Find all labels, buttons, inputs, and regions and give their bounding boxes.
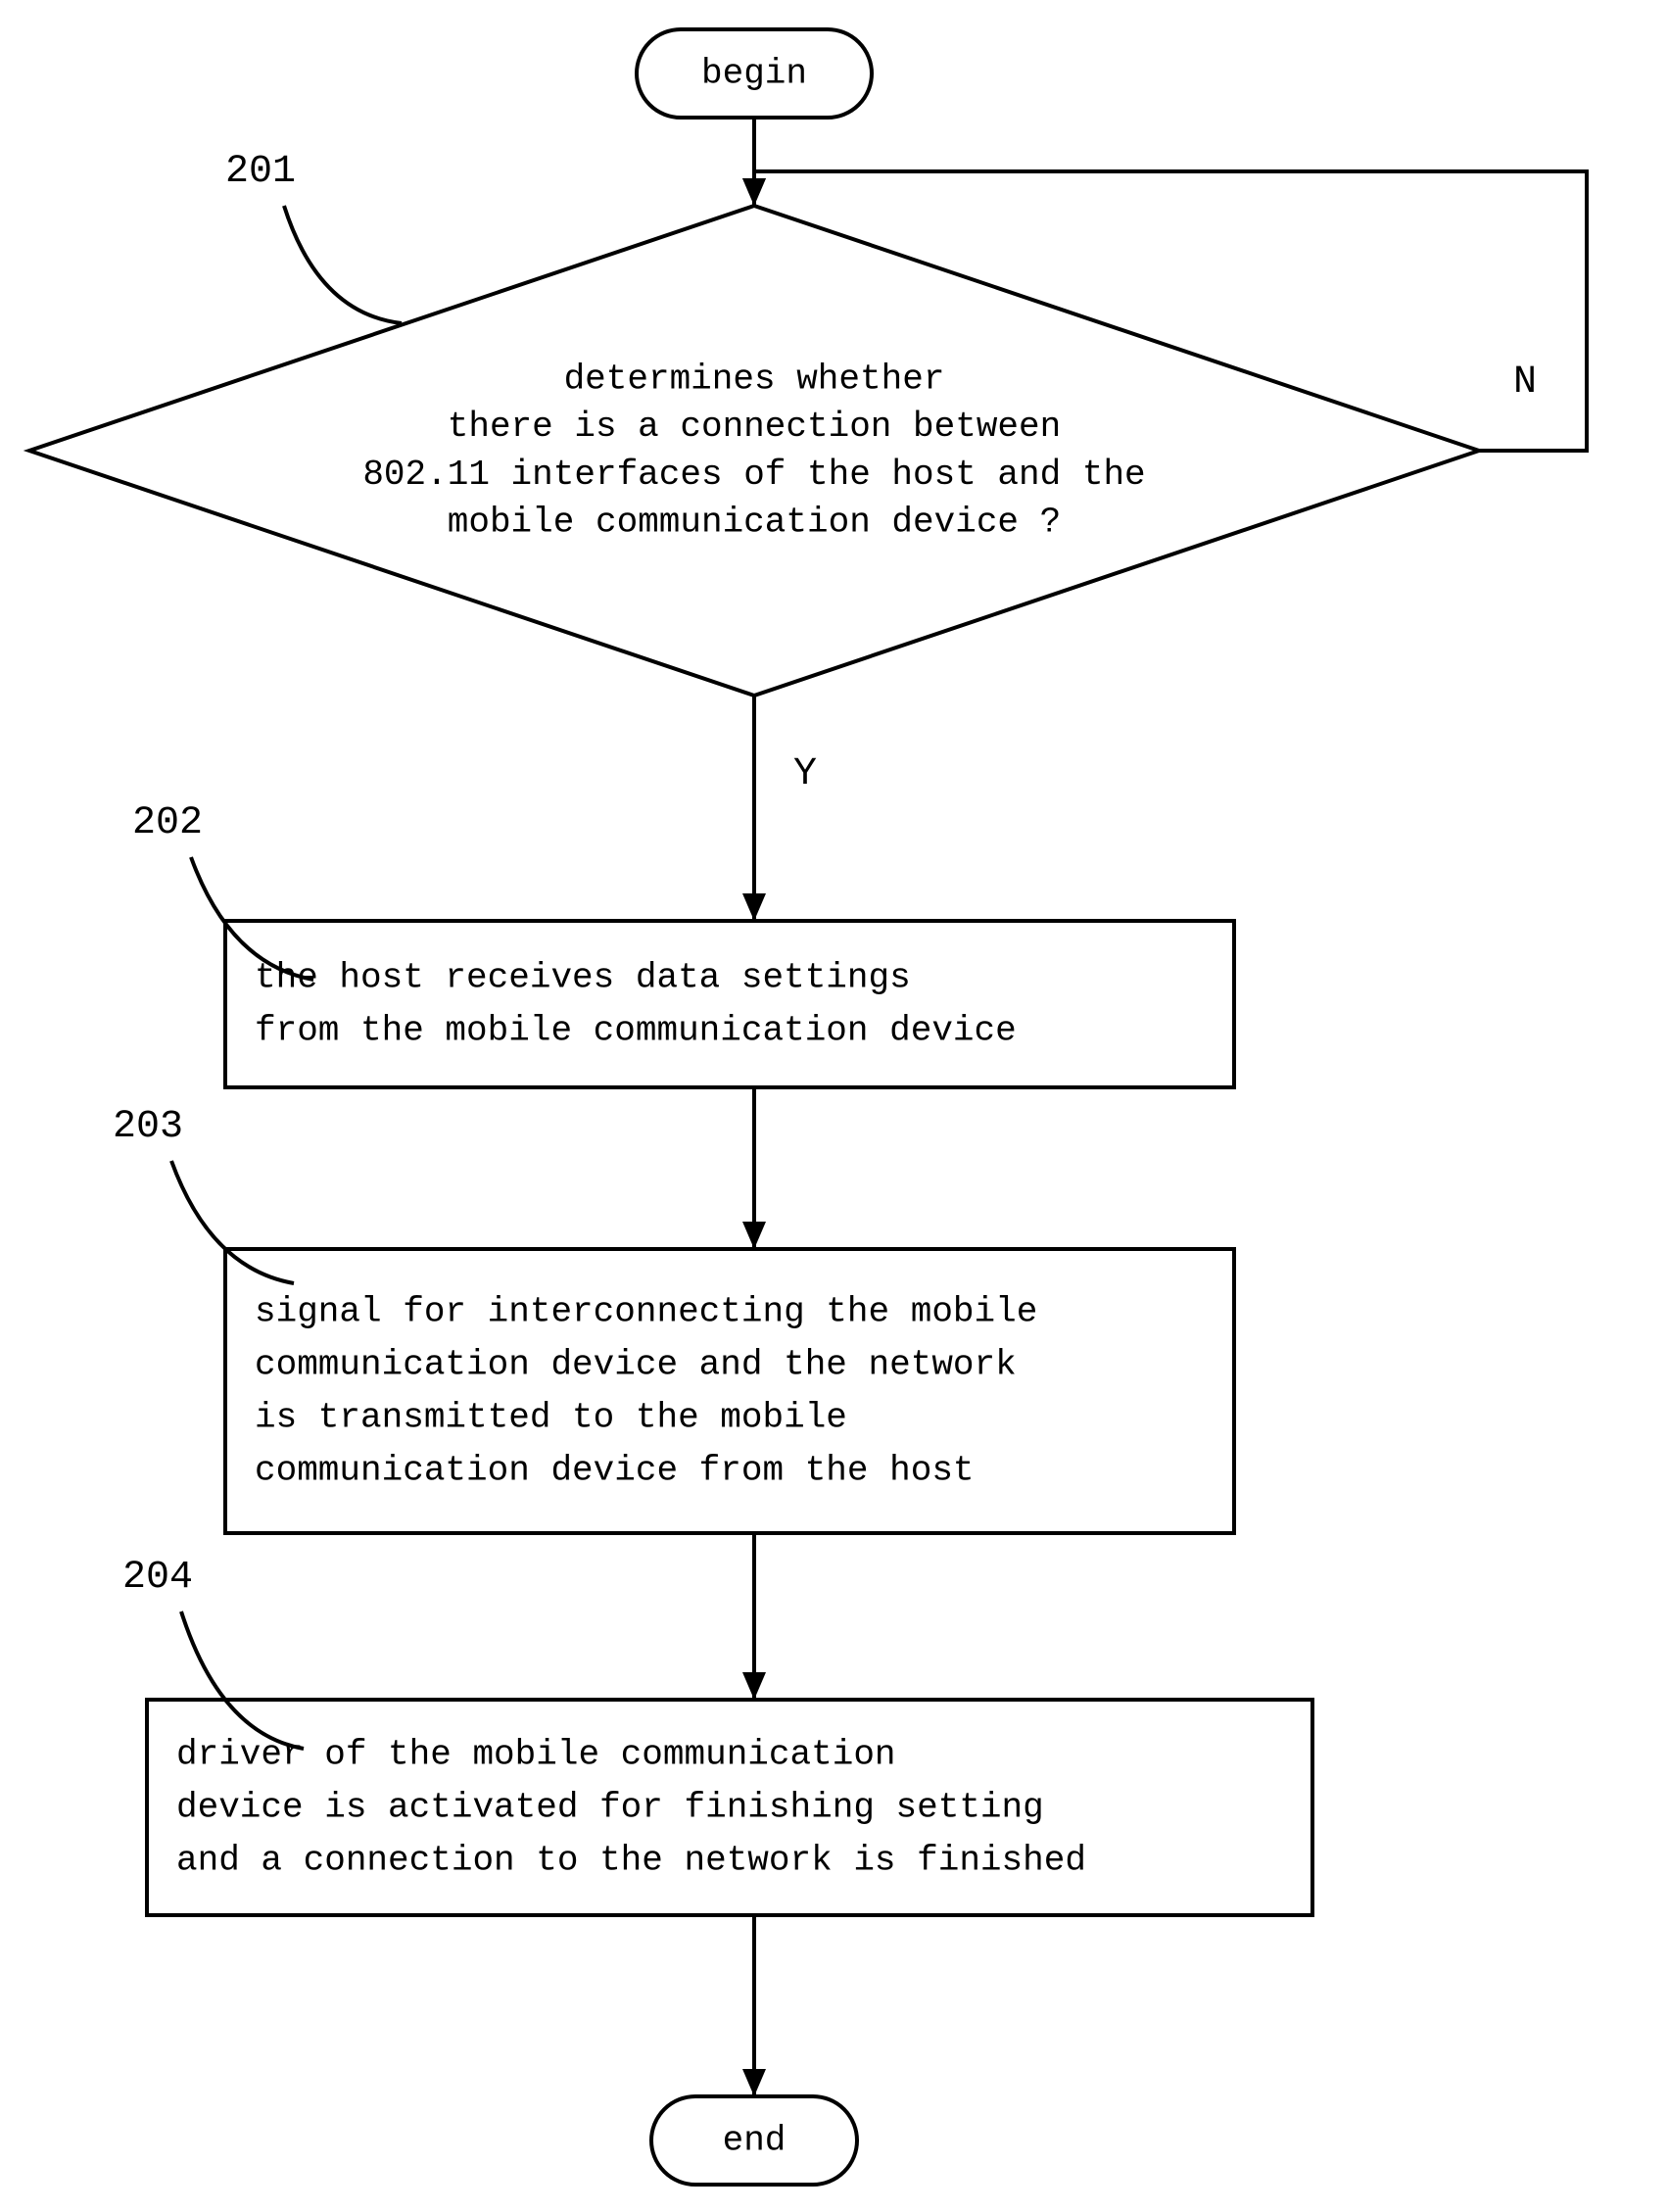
svg-text:202: 202 xyxy=(132,801,203,845)
svg-text:from the mobile communication: from the mobile communication device xyxy=(255,1011,1017,1051)
svg-text:201: 201 xyxy=(225,150,296,194)
svg-text:Y: Y xyxy=(793,752,817,796)
svg-text:communication device and the n: communication device and the network xyxy=(255,1345,1017,1385)
svg-text:mobile communication device ?: mobile communication device ? xyxy=(448,502,1062,542)
svg-text:end: end xyxy=(723,2121,786,2161)
svg-text:determines whether: determines whether xyxy=(564,360,945,400)
svg-text:the host receives data setting: the host receives data settings xyxy=(255,958,911,998)
svg-text:203: 203 xyxy=(113,1105,183,1149)
svg-text:signal for interconnecting the: signal for interconnecting the mobile xyxy=(255,1292,1037,1332)
svg-text:there is a connection between: there is a connection between xyxy=(448,407,1062,447)
svg-text:communication device from the: communication device from the host xyxy=(255,1451,975,1491)
svg-text:802.11 interfaces of the host: 802.11 interfaces of the host and the xyxy=(362,455,1145,495)
svg-text:begin: begin xyxy=(701,54,807,94)
svg-text:is transmitted to the mobile: is transmitted to the mobile xyxy=(255,1398,847,1438)
svg-text:device is activated for finish: device is activated for finishing settin… xyxy=(176,1788,1044,1828)
svg-text:204: 204 xyxy=(122,1556,193,1600)
svg-text:and a connection to the networ: and a connection to the network is finis… xyxy=(176,1841,1086,1881)
svg-text:driver of the mobile communica: driver of the mobile communication xyxy=(176,1735,896,1775)
svg-text:N: N xyxy=(1513,361,1537,405)
